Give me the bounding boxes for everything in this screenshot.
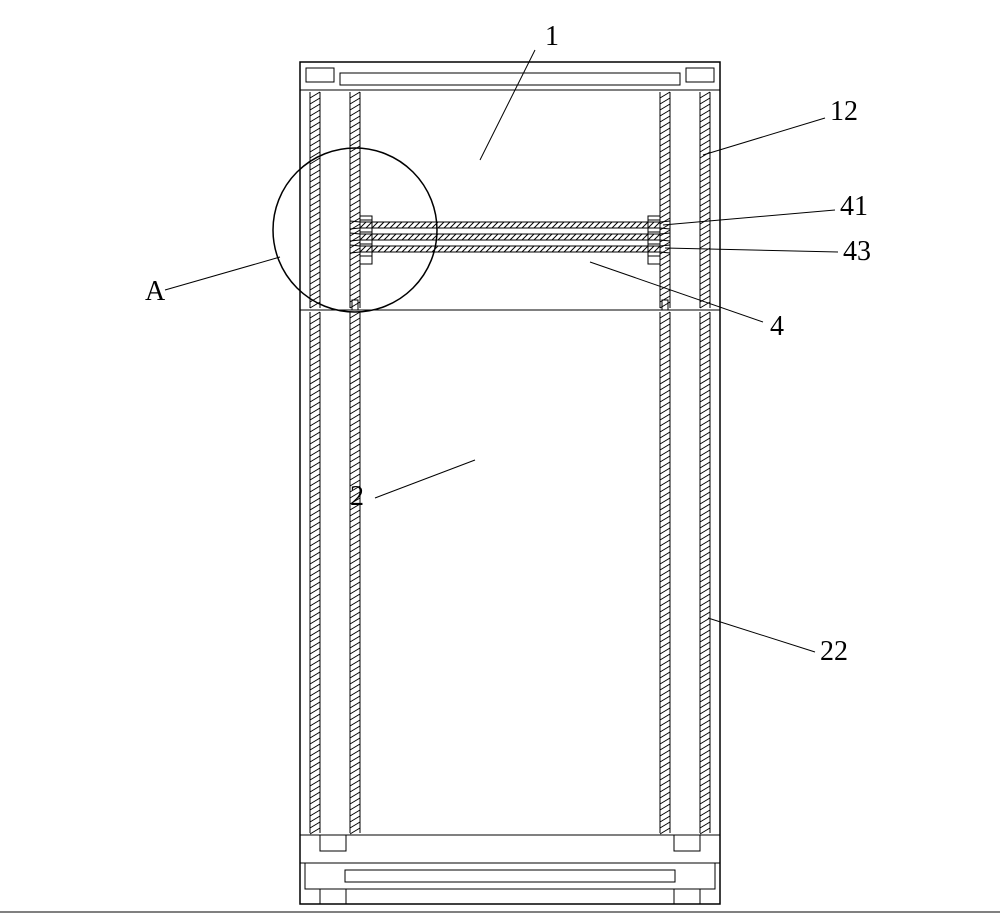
corner-block-top-right bbox=[686, 68, 714, 82]
label-12: 12 bbox=[830, 96, 858, 127]
leader-43 bbox=[665, 248, 838, 252]
label-41: 41 bbox=[840, 191, 868, 222]
leader-41 bbox=[663, 210, 835, 225]
label-2: 2 bbox=[350, 481, 364, 512]
top-cap bbox=[300, 62, 720, 90]
label-4: 4 bbox=[770, 311, 784, 342]
leader-4 bbox=[590, 262, 763, 322]
inner-top-bar bbox=[340, 73, 680, 85]
label-22: 22 bbox=[820, 636, 848, 667]
leader-A bbox=[165, 257, 280, 290]
leader-12 bbox=[703, 118, 825, 155]
horizontal-bars bbox=[350, 221, 670, 253]
leader-22 bbox=[708, 618, 815, 652]
leader-1 bbox=[480, 50, 535, 160]
labels: 12412224143A bbox=[145, 21, 871, 667]
label-A: A bbox=[145, 276, 166, 307]
leader-2 bbox=[375, 460, 475, 498]
label-43: 43 bbox=[843, 236, 871, 267]
base-assembly bbox=[300, 835, 720, 904]
technical-drawing: 12412224143A bbox=[0, 0, 1000, 920]
label-1: 1 bbox=[545, 21, 559, 52]
corner-block-top-left bbox=[306, 68, 334, 82]
leader-lines bbox=[165, 50, 838, 652]
vertical-columns bbox=[310, 92, 710, 834]
